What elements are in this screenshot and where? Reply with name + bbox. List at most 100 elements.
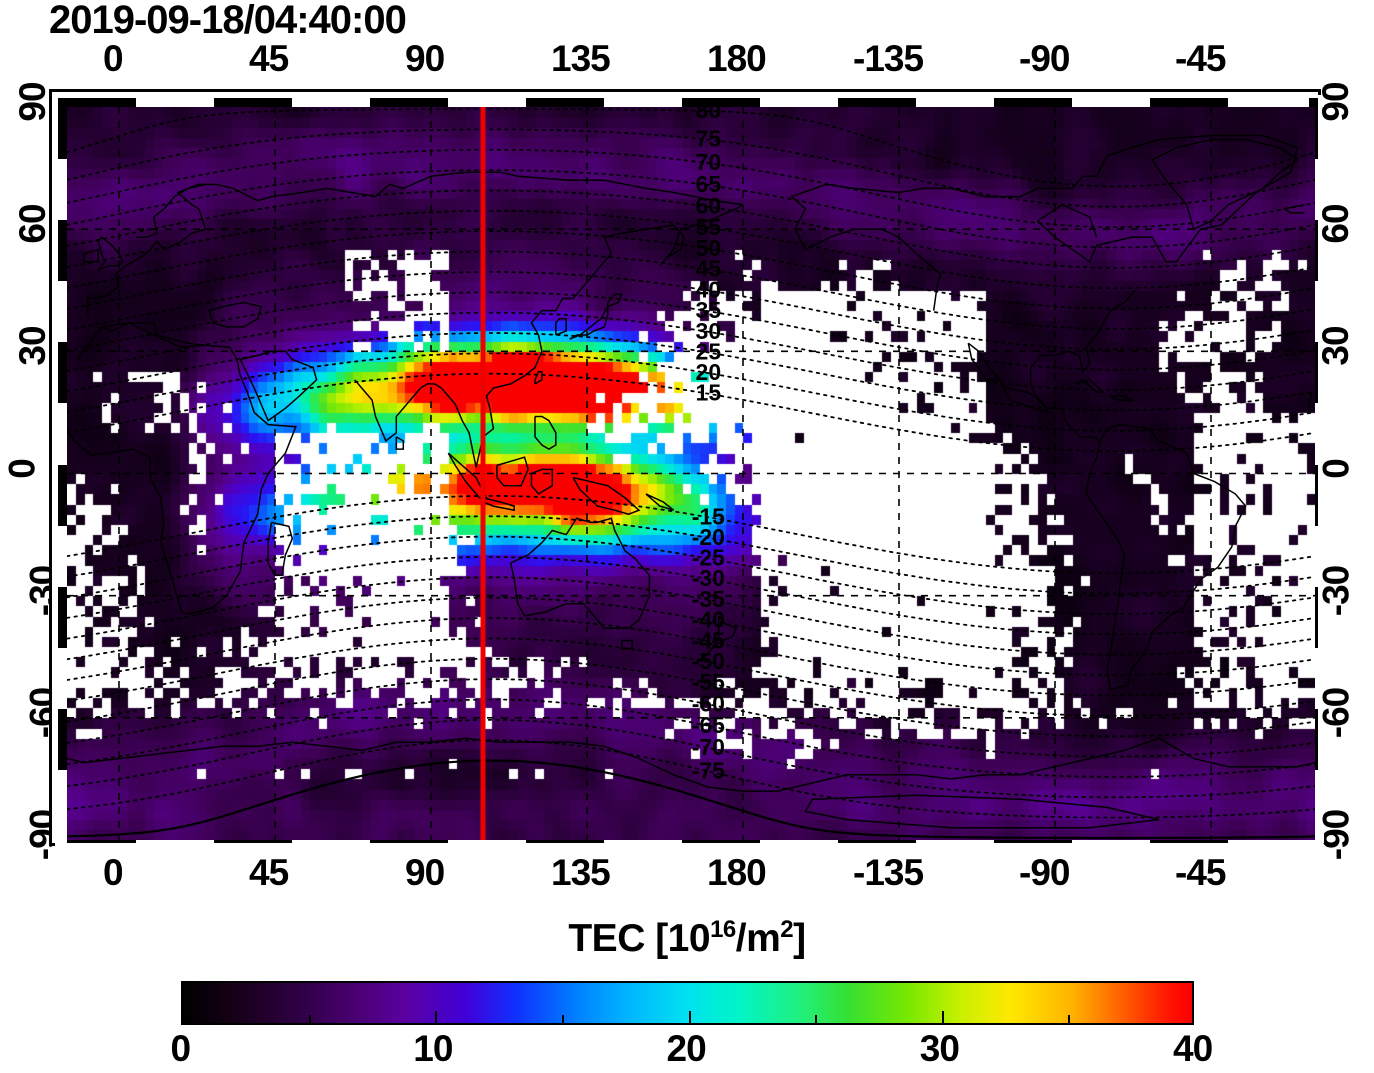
coastline-31 bbox=[83, 248, 99, 263]
coastline-22 bbox=[1029, 289, 1136, 442]
lat-tick-left-0: 0 bbox=[1, 458, 43, 479]
maglat-label--50: -50 bbox=[692, 648, 725, 674]
coastline-27 bbox=[1151, 138, 1300, 230]
tick-segment bbox=[370, 98, 448, 107]
page-title: 2019-09-18/04:40:00 bbox=[49, 0, 407, 42]
maglat-label-40: 40 bbox=[696, 276, 722, 302]
colorbar-title-main: TEC [10 bbox=[568, 917, 711, 960]
coastline-2 bbox=[87, 171, 744, 315]
lon-tick-bottom-0: 0 bbox=[103, 852, 124, 893]
maglat-label--55: -55 bbox=[692, 669, 725, 695]
maglat-label-20: 20 bbox=[696, 359, 722, 385]
maglat-label-30: 30 bbox=[696, 318, 722, 344]
tick-segment bbox=[682, 98, 760, 107]
coastline-11 bbox=[534, 370, 543, 385]
maglat-contour--60 bbox=[67, 678, 1315, 758]
tick-segment bbox=[58, 220, 67, 282]
colorbar-label-40: 40 bbox=[1173, 1028, 1213, 1069]
lat-tick-left-30: 30 bbox=[12, 326, 53, 366]
lat-tick-left-60: 60 bbox=[12, 204, 53, 244]
maglat-contour--15 bbox=[67, 495, 1315, 575]
maglat-contour--75 bbox=[67, 739, 1315, 819]
lat-tick-right--30: -30 bbox=[1315, 565, 1356, 616]
maglat-contour--50 bbox=[67, 637, 1315, 717]
maglat-label-65: 65 bbox=[696, 171, 722, 197]
maglat-contour--45 bbox=[67, 617, 1315, 697]
coastline-18 bbox=[509, 517, 651, 629]
coastline-28 bbox=[67, 737, 1315, 792]
lon-tick-bottom-135: 135 bbox=[551, 852, 611, 893]
tick-segment bbox=[58, 708, 67, 770]
maglat-contour--70 bbox=[67, 719, 1315, 799]
maglat-label-75: 75 bbox=[696, 126, 722, 152]
colorbar-tick-30 bbox=[941, 1011, 944, 1023]
maglat-contour-20 bbox=[67, 352, 1315, 432]
coastline-3 bbox=[136, 183, 206, 239]
map-plot-inner: 80 75 70 65 60 55 50 45 40 35 30 25 20 15 -15 -20 -25 -30… bbox=[55, 95, 1324, 849]
maglat-contour--30 bbox=[67, 556, 1315, 636]
maglat-label--60: -60 bbox=[692, 690, 725, 716]
colorbar-exponent-2: 2 bbox=[780, 916, 794, 943]
coastline-15 bbox=[496, 456, 529, 487]
maglat-contour-30 bbox=[67, 311, 1315, 391]
maglat-contour--65 bbox=[67, 698, 1315, 778]
maglat-label--70: -70 bbox=[692, 734, 725, 760]
coastline-8 bbox=[440, 204, 744, 468]
tec-data-area: 80 75 70 65 60 55 50 45 40 35 30 25 20 15 -15 -20 -25 -30… bbox=[67, 107, 1315, 840]
colorbar-label-10: 10 bbox=[413, 1028, 453, 1069]
maglat-contour-60 bbox=[67, 189, 1315, 269]
maglat-label--20: -20 bbox=[692, 524, 725, 550]
maglat-oval--80 bbox=[67, 759, 1315, 840]
tick-segment bbox=[214, 98, 292, 107]
coastline-25 bbox=[1110, 395, 1135, 401]
lon-tick-bottom-45: 45 bbox=[249, 852, 289, 893]
colorbar[interactable] bbox=[181, 981, 1194, 1025]
maglat-contour--40 bbox=[67, 596, 1315, 676]
maglat-contour-75 bbox=[67, 128, 1315, 208]
maglat-contour--25 bbox=[67, 535, 1315, 615]
colorbar-minor-tick-35 bbox=[1068, 1015, 1071, 1023]
coastline-10 bbox=[555, 318, 567, 336]
maglat-label--30: -30 bbox=[692, 565, 725, 591]
maglat-label--45: -45 bbox=[692, 627, 725, 653]
coastline-24 bbox=[1075, 378, 1106, 393]
lon-tick-bottom--90: -90 bbox=[1019, 852, 1070, 893]
lat-tick-left-90: 90 bbox=[12, 82, 53, 122]
lon-tick-bottom-180: 180 bbox=[707, 852, 767, 893]
maglat-label--35: -35 bbox=[692, 586, 725, 612]
maglat-contour-45 bbox=[67, 250, 1315, 330]
colorbar-tick-20 bbox=[688, 1011, 691, 1023]
maglat-label-25: 25 bbox=[696, 339, 722, 365]
maglat-label-50: 50 bbox=[696, 235, 722, 261]
coastline-5 bbox=[208, 301, 263, 328]
maglat-contour-40 bbox=[67, 271, 1315, 351]
tick-segment bbox=[526, 98, 604, 107]
maglat-contour--20 bbox=[67, 515, 1315, 595]
coastline-0 bbox=[67, 322, 1313, 615]
colorbar-title: TEC [1016/m2] bbox=[0, 916, 1374, 961]
tick-segment bbox=[994, 98, 1072, 107]
coastline-21 bbox=[790, 134, 1299, 311]
maglat-contour-80 bbox=[67, 108, 1315, 188]
colorbar-label-30: 30 bbox=[919, 1028, 960, 1069]
maglat-contour-70 bbox=[67, 148, 1315, 228]
colorbar-gradient bbox=[183, 983, 1192, 1023]
maglat-label-45: 45 bbox=[696, 256, 722, 282]
coastline-23 bbox=[967, 342, 1050, 414]
lat-tick-right-30: 30 bbox=[1315, 326, 1356, 366]
map-plot-frame: 80 75 70 65 60 55 50 45 40 35 30 25 20 15 -15 -20 -25 -30… bbox=[49, 89, 1324, 849]
colorbar-title-close: ] bbox=[793, 917, 806, 960]
lon-tick-top--45: -45 bbox=[1175, 38, 1226, 79]
colorbar-minor-tick-5 bbox=[308, 1015, 311, 1023]
lon-tick-top-135: 135 bbox=[551, 38, 611, 79]
lon-tick-top-180: 180 bbox=[707, 38, 767, 79]
colorbar-title-unit: /m bbox=[735, 917, 781, 960]
colorbar-label-0: 0 bbox=[170, 1028, 192, 1069]
maglat-contour-25 bbox=[67, 332, 1315, 412]
coastline-4 bbox=[101, 322, 230, 349]
colorbar-minor-tick-15 bbox=[561, 1015, 564, 1023]
maglat-contour-65 bbox=[67, 169, 1315, 249]
maglat-label-55: 55 bbox=[696, 214, 722, 240]
colorbar-exponent-16: 16 bbox=[710, 916, 736, 943]
